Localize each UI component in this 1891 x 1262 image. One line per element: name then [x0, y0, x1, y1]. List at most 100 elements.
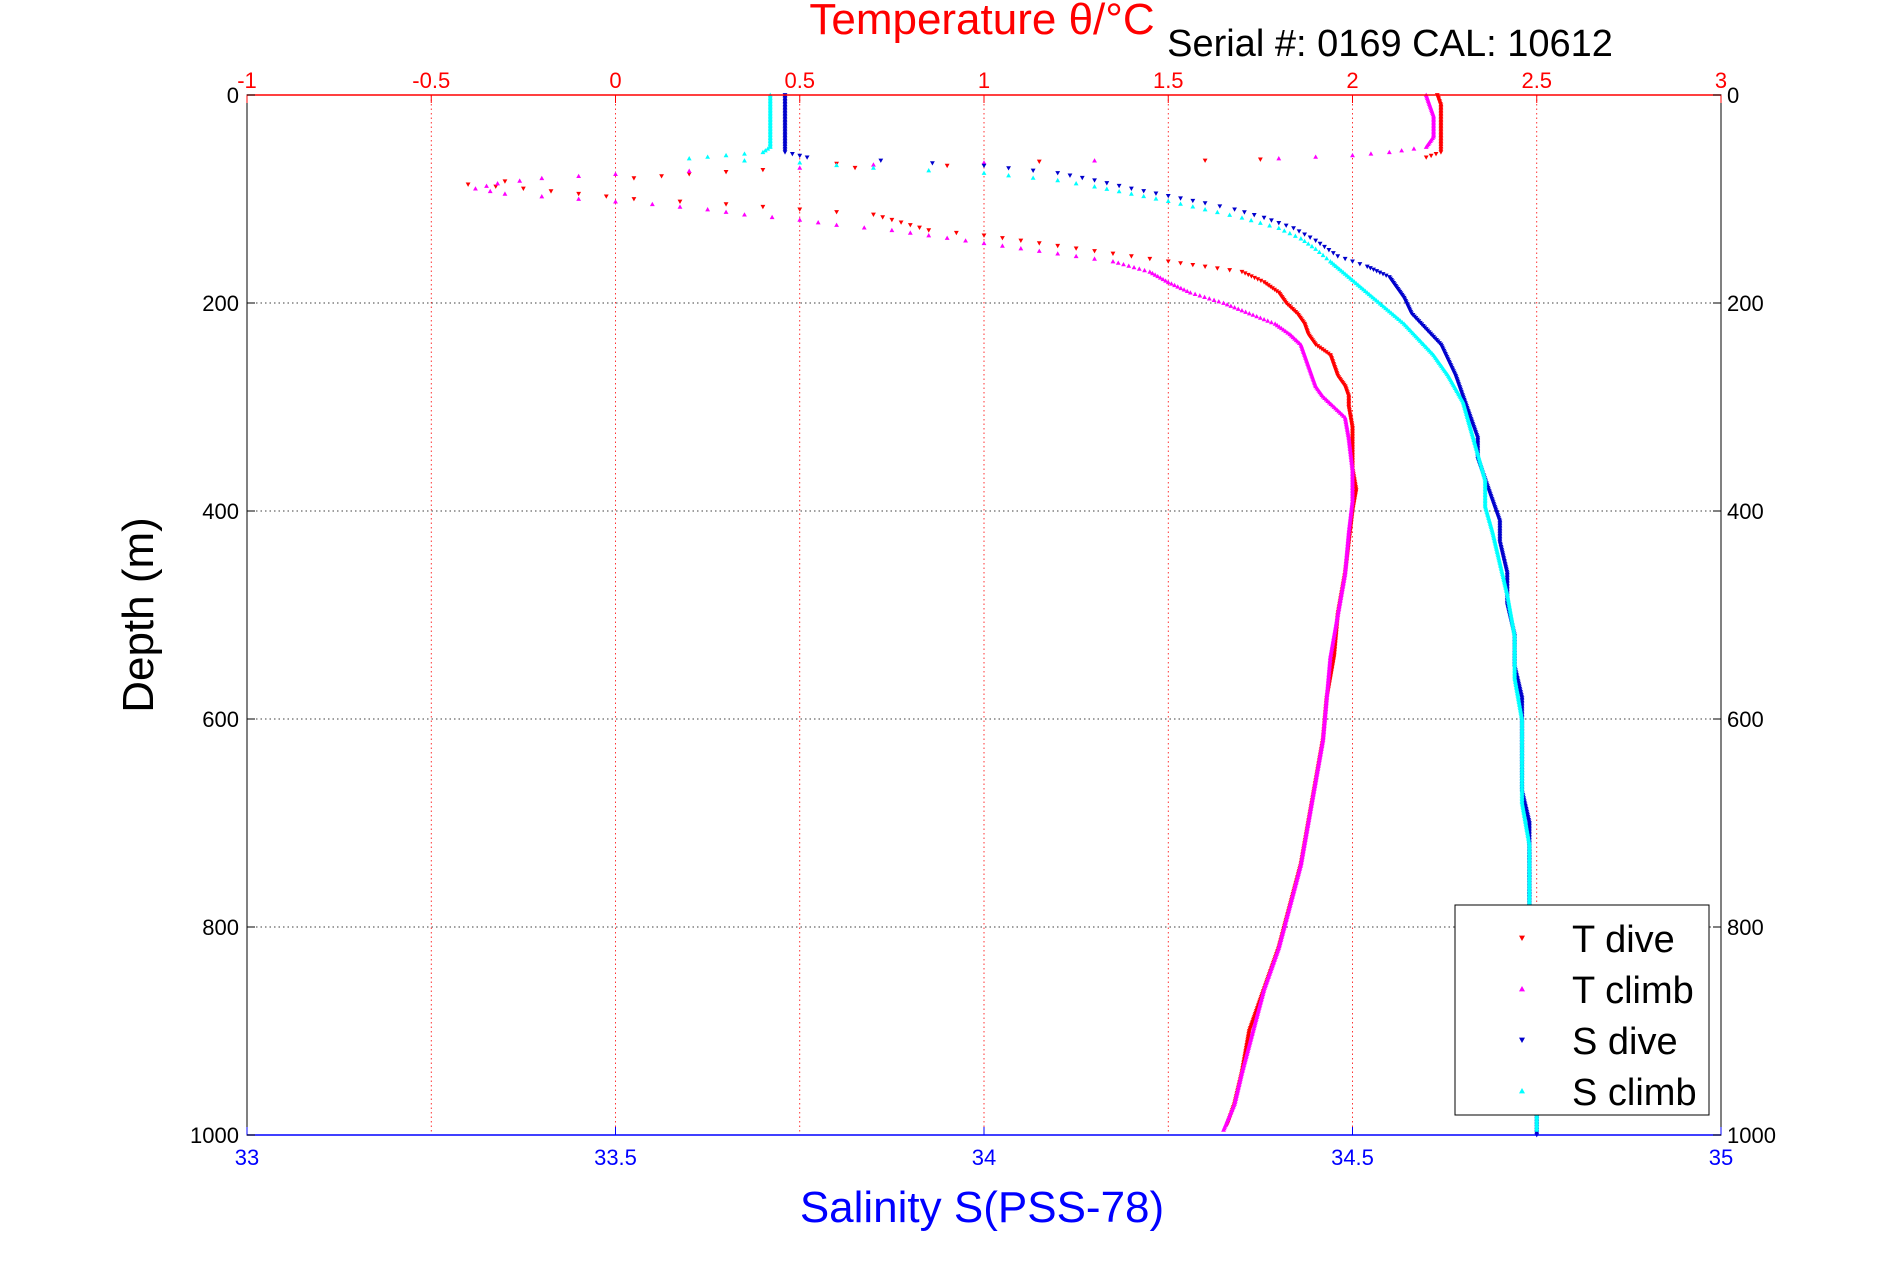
tick-label-bottom: 34 [972, 1145, 996, 1170]
data-point [723, 202, 729, 207]
data-point [1261, 280, 1267, 285]
tick-label-left: 200 [202, 291, 239, 316]
data-point [1160, 276, 1166, 282]
data-point [1254, 313, 1260, 319]
legend: T dive T climb S dive S climb [1454, 904, 1710, 1116]
data-point [1321, 348, 1327, 353]
data-point [705, 154, 711, 159]
legend-marker [1519, 1037, 1525, 1043]
data-point [981, 160, 987, 165]
data-point [1316, 249, 1322, 254]
data-point [1202, 294, 1207, 299]
data-series [465, 92, 1540, 1138]
data-point [1216, 299, 1222, 304]
data-point [1190, 198, 1196, 204]
data-point [1250, 312, 1256, 317]
data-point [1224, 302, 1230, 307]
data-point [576, 173, 582, 179]
data-point [889, 227, 895, 233]
data-point [981, 233, 987, 238]
data-point [1184, 288, 1190, 294]
tick-label-right: 600 [1727, 707, 1764, 732]
data-point [871, 212, 876, 217]
data-point [1141, 189, 1147, 194]
data-point [649, 201, 655, 207]
data-point [1073, 246, 1079, 251]
data-point [1315, 344, 1321, 349]
data-point [1142, 267, 1147, 273]
data-point [944, 235, 950, 240]
data-point [705, 207, 711, 212]
data-point [1292, 233, 1298, 238]
tick-label-bottom: 34.5 [1331, 1145, 1374, 1170]
data-point [1298, 236, 1304, 241]
data-point [804, 155, 810, 160]
data-point [1178, 285, 1184, 291]
data-point [1423, 144, 1429, 149]
y-axis-label: Depth (m) [114, 517, 163, 713]
data-point [1110, 251, 1116, 256]
data-point [1104, 186, 1110, 191]
data-point [1232, 207, 1237, 212]
data-point [1221, 1127, 1226, 1132]
data-point [1534, 1127, 1540, 1132]
data-point [1364, 264, 1370, 269]
data-point [926, 228, 932, 233]
data-point [686, 168, 692, 173]
data-point [1243, 309, 1249, 314]
data-point [1202, 158, 1208, 163]
data-point [1248, 217, 1254, 223]
data-point [782, 150, 788, 155]
data-point [1252, 275, 1257, 281]
data-point [981, 240, 987, 246]
data-point [1350, 259, 1355, 264]
data-point [1265, 283, 1271, 288]
data-point [930, 161, 935, 166]
tick-label-right: 1000 [1727, 1123, 1776, 1148]
tick-label-top: -0.5 [412, 68, 450, 93]
data-point [1190, 262, 1196, 268]
data-point [473, 186, 478, 191]
data-point [1192, 291, 1198, 297]
data-point [1228, 303, 1234, 308]
data-point [1326, 248, 1332, 253]
data-point [603, 194, 609, 199]
tick-label-right: 800 [1727, 915, 1764, 940]
data-point [797, 160, 803, 165]
data-point [871, 162, 876, 167]
data-point [1036, 159, 1042, 164]
data-point [1136, 266, 1142, 271]
data-point [1121, 261, 1126, 267]
legend-label: T dive [1572, 919, 1675, 961]
data-point [1217, 204, 1223, 209]
data-point [1239, 308, 1245, 313]
data-point [1000, 243, 1005, 248]
data-point [1129, 186, 1134, 191]
data-point [880, 215, 886, 220]
data-point [1245, 272, 1251, 278]
data-point [1357, 262, 1363, 267]
data-point [1265, 318, 1271, 323]
tick-label-bottom: 33 [235, 1145, 259, 1170]
data-point [1317, 345, 1323, 350]
data-point [1242, 210, 1247, 215]
data-point [1296, 229, 1302, 234]
data-point [1187, 290, 1193, 295]
data-point [1377, 270, 1383, 275]
legend-marker [1519, 1088, 1525, 1094]
data-point [1036, 248, 1042, 253]
data-point [1155, 273, 1161, 279]
tick-label-bottom: 33.5 [594, 1145, 637, 1170]
data-point [1323, 350, 1329, 355]
data-point [1276, 156, 1282, 161]
data-point [1202, 264, 1208, 269]
data-point [1104, 181, 1110, 186]
data-point [1239, 215, 1245, 220]
data-point [1239, 269, 1245, 275]
data-point [1055, 177, 1061, 183]
data-point [1178, 261, 1183, 266]
tick-label-top: 0 [609, 68, 621, 93]
data-point [1317, 241, 1323, 247]
data-point [1242, 271, 1248, 276]
data-point [539, 175, 545, 181]
